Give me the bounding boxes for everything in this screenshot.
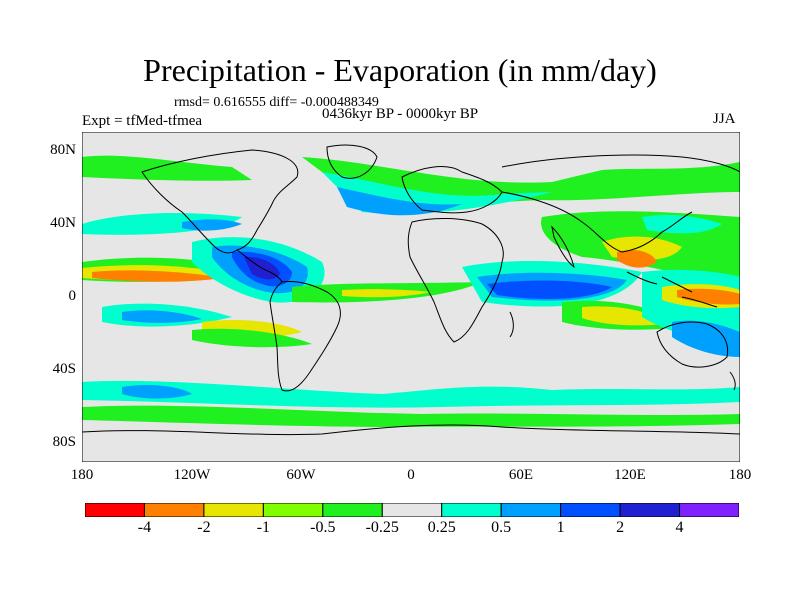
fill-southern-lightblue-blob [122, 384, 192, 399]
season-label: JJA [713, 111, 736, 127]
lat-tick-label: 40S [52, 361, 76, 377]
lat-tick-label: 40N [50, 215, 76, 231]
precip-evap-map [82, 132, 740, 462]
colorbar-swatch [143, 503, 205, 517]
coast-africa [407, 217, 504, 343]
colorbar-swatch [441, 503, 502, 517]
fill-asia-cyan [642, 214, 722, 234]
coast-new-zealand [729, 371, 736, 391]
coast-se-asia [626, 271, 718, 308]
colorbar-swatch [203, 503, 264, 517]
lon-tick-label: 120E [614, 467, 646, 483]
colorbar-label: 2 [616, 519, 625, 536]
fill-southern-green-band [82, 405, 740, 427]
colorbar-label: 0.5 [491, 519, 512, 536]
colorbar-swatch [560, 503, 621, 517]
colorbar-swatch [679, 503, 739, 517]
colorbar-label: -0.25 [365, 519, 399, 536]
colorbar-swatch [500, 503, 562, 517]
coast-madagascar [509, 311, 514, 338]
colorbar-label: -4 [137, 519, 152, 536]
fill-west-pacific-orange [677, 288, 740, 305]
lat-tick-label: 80S [52, 434, 76, 450]
fill-north-atlantic-blue [337, 187, 462, 216]
coast-north-america [141, 149, 299, 254]
map-title: Precipitation - Evaporation (in mm/day) [143, 52, 657, 88]
fill-southern-cyan-band [82, 380, 740, 408]
fill-south-indian-yellow [582, 306, 667, 326]
lon-tick-label: 120W [173, 467, 211, 483]
colorbar-swatch [85, 503, 145, 517]
coast-south-america [269, 281, 341, 392]
lat-tick-label: 0 [68, 288, 77, 304]
colorbar [85, 503, 739, 517]
fill-tropical-pacific-orange [92, 270, 222, 282]
colorbar-label: -0.5 [310, 519, 336, 536]
coastlines [82, 144, 740, 436]
colorbar-swatch [322, 503, 383, 517]
coast-india [551, 225, 575, 269]
fill-asia-orange [617, 250, 657, 268]
rmsd-stats: rmsd= 0.616555 diff= -0.000488349 [174, 95, 379, 110]
lon-tick-label: 180 [70, 467, 94, 483]
fill-tropical-atlantic-yellow [342, 289, 432, 298]
lat-tick-label: 80N [50, 142, 76, 158]
contour-fills [82, 155, 740, 427]
colorbar-swatch [619, 503, 681, 517]
coast-antarctica [82, 424, 740, 436]
lon-tick-label: 60W [286, 467, 316, 483]
lon-tick-label: 0 [407, 467, 415, 483]
fill-north-pacific-green [82, 155, 252, 181]
colorbar-label: 0.25 [427, 519, 456, 536]
lon-tick-label: 180 [728, 467, 752, 483]
colorbar-label: -2 [197, 519, 211, 536]
coast-central-america [236, 249, 283, 283]
colorbar-label: 4 [675, 519, 684, 536]
coast-europe [401, 166, 503, 214]
coast-australia [656, 321, 729, 368]
coast-asia [501, 154, 740, 253]
colorbar-swatch [262, 503, 324, 517]
fill-south-pacific-green [192, 328, 312, 348]
colorbar-swatch [381, 503, 443, 517]
fill-southwest-pacific-blue [672, 320, 740, 357]
experiment-label: Expt = tfMed-tfmea [82, 113, 203, 129]
colorbar-label: -1 [256, 519, 271, 536]
fill-south-pacific-blue [122, 310, 202, 323]
colorbar-label: 1 [556, 519, 565, 536]
period-label: 0436kyr BP - 0000kyr BP [322, 106, 479, 122]
lon-tick-label: 60E [508, 467, 534, 483]
coast-greenland [326, 144, 378, 179]
fill-indian-ocean-blue [487, 280, 612, 299]
